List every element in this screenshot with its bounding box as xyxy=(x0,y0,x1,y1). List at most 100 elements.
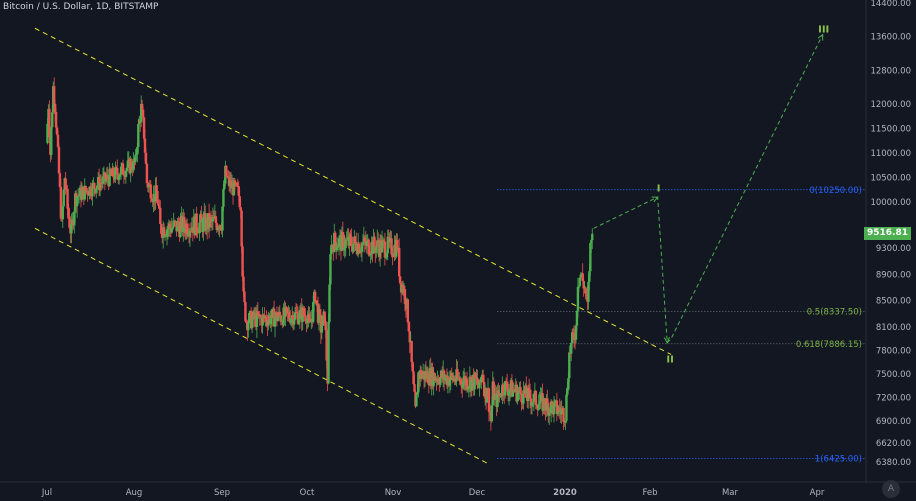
candle-body xyxy=(119,166,123,175)
candle-body xyxy=(556,412,560,414)
last-price-tag: 9516.81 xyxy=(864,227,911,241)
candle-body xyxy=(142,117,146,139)
channel-upper-line xyxy=(34,27,672,355)
candle-body xyxy=(261,314,264,326)
candle-body xyxy=(558,407,561,411)
candle-body xyxy=(344,240,347,248)
wave-label-ii: II xyxy=(666,354,673,365)
candle-body xyxy=(448,379,452,386)
candle-body xyxy=(411,361,414,372)
candle-body xyxy=(516,392,519,402)
candle-body xyxy=(222,188,225,207)
candle-body xyxy=(84,185,87,192)
candle-body xyxy=(292,319,296,325)
price-tick-label: 10500.00 xyxy=(870,174,911,184)
candle-body xyxy=(225,165,228,177)
candle-body xyxy=(139,103,143,123)
candle-body xyxy=(263,314,266,319)
candle-body xyxy=(450,372,453,376)
candle-body xyxy=(553,400,557,403)
price-tick-label: 11000.00 xyxy=(870,149,911,159)
candle-body xyxy=(258,314,261,318)
price-tick-label: 9300.00 xyxy=(876,244,911,254)
candle-body xyxy=(293,312,297,320)
price-tick-label: 12000.00 xyxy=(870,100,911,110)
price-tick-label: 8500.00 xyxy=(876,297,911,307)
candle-body xyxy=(391,254,394,257)
candle-body xyxy=(392,256,395,258)
candle-body xyxy=(504,381,507,396)
candle-body xyxy=(439,376,442,385)
candle-body xyxy=(526,387,530,402)
candle-body xyxy=(591,233,594,241)
candle-body xyxy=(340,232,344,251)
tradingview-logo-icon[interactable]: A xyxy=(882,480,900,498)
candle-body xyxy=(502,384,505,393)
candle-body xyxy=(52,86,56,104)
candle-body xyxy=(493,393,496,400)
candle-body xyxy=(334,232,337,243)
candle-body xyxy=(582,280,585,289)
candle-body xyxy=(73,211,76,226)
candle-body xyxy=(337,238,341,247)
chart-title: Bitcoin / U.S. Dollar, 1D, BITSTAMP xyxy=(3,2,159,12)
candle-body xyxy=(420,370,423,379)
fib-retracement: 0(10250.00) 0.5(8337.50) 0.618(7886.15) 1(6… xyxy=(497,186,866,464)
candle-body xyxy=(385,253,388,258)
candle-body xyxy=(59,186,63,219)
candle-body xyxy=(303,314,306,316)
candle-body xyxy=(449,372,452,380)
candle-body xyxy=(324,324,327,331)
candle-body xyxy=(417,372,420,393)
candle-body xyxy=(552,402,556,415)
price-tick-label: 10000.00 xyxy=(870,198,911,208)
candle-body xyxy=(183,216,186,228)
candle-body xyxy=(570,332,574,344)
candle-body xyxy=(443,377,447,381)
candle-body xyxy=(546,398,549,403)
candle-body xyxy=(329,254,332,285)
candle-body xyxy=(200,214,203,221)
candle-body xyxy=(189,230,193,232)
price-tick-label: 8100.00 xyxy=(876,323,911,333)
candle-body xyxy=(202,217,205,232)
candle-body xyxy=(66,188,69,209)
candle-body xyxy=(240,210,243,247)
candle-body xyxy=(334,242,338,251)
candle-body xyxy=(496,390,499,408)
candle-body xyxy=(58,173,62,187)
candle-body xyxy=(581,273,584,281)
candle-body xyxy=(564,420,567,423)
candle-body xyxy=(534,390,538,406)
candle-body xyxy=(360,244,364,252)
candle-body xyxy=(244,302,247,322)
candle-body xyxy=(555,400,559,414)
candle-body xyxy=(270,318,273,324)
candle-body xyxy=(298,310,302,320)
candle-body xyxy=(363,237,367,242)
candle-body xyxy=(144,152,148,164)
candle-body xyxy=(50,127,53,155)
candle-body xyxy=(70,224,73,234)
candle-body xyxy=(62,189,65,207)
candle-body xyxy=(527,387,531,390)
candle-body xyxy=(384,257,388,259)
candle-body xyxy=(410,340,413,362)
candle-body xyxy=(158,205,161,208)
candle-body xyxy=(302,308,305,315)
candle-body xyxy=(155,185,158,191)
candle-body xyxy=(398,247,401,277)
candle-body xyxy=(136,146,139,155)
candle-body xyxy=(454,381,457,383)
candle-body xyxy=(297,319,301,324)
candle-body xyxy=(255,311,259,327)
candle-body xyxy=(160,224,163,234)
candle-body xyxy=(538,401,541,404)
candle-body xyxy=(285,306,288,309)
candle-body xyxy=(239,207,242,211)
candle-body xyxy=(350,237,353,247)
candle-body xyxy=(75,197,79,207)
candle-body xyxy=(137,123,140,147)
candle-body xyxy=(466,387,470,390)
